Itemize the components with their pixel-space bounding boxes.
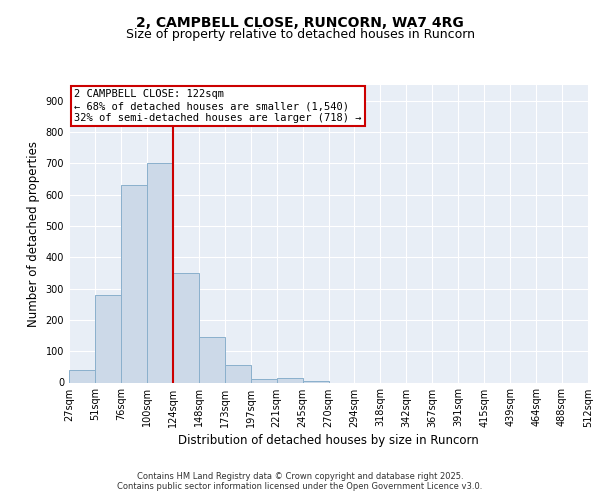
Bar — [147, 164, 173, 382]
Bar — [277, 378, 302, 382]
Bar — [95, 295, 121, 382]
Bar — [69, 370, 95, 382]
Text: 2 CAMPBELL CLOSE: 122sqm
← 68% of detached houses are smaller (1,540)
32% of sem: 2 CAMPBELL CLOSE: 122sqm ← 68% of detach… — [74, 90, 362, 122]
Bar — [121, 185, 147, 382]
X-axis label: Distribution of detached houses by size in Runcorn: Distribution of detached houses by size … — [178, 434, 479, 446]
Text: 2, CAMPBELL CLOSE, RUNCORN, WA7 4RG: 2, CAMPBELL CLOSE, RUNCORN, WA7 4RG — [136, 16, 464, 30]
Bar — [302, 381, 329, 382]
Text: Contains public sector information licensed under the Open Government Licence v3: Contains public sector information licen… — [118, 482, 482, 491]
Text: Contains HM Land Registry data © Crown copyright and database right 2025.: Contains HM Land Registry data © Crown c… — [137, 472, 463, 481]
Bar — [251, 380, 277, 382]
Bar — [173, 273, 199, 382]
Bar — [199, 337, 224, 382]
Text: Size of property relative to detached houses in Runcorn: Size of property relative to detached ho… — [125, 28, 475, 41]
Bar — [225, 366, 251, 382]
Y-axis label: Number of detached properties: Number of detached properties — [27, 141, 40, 327]
